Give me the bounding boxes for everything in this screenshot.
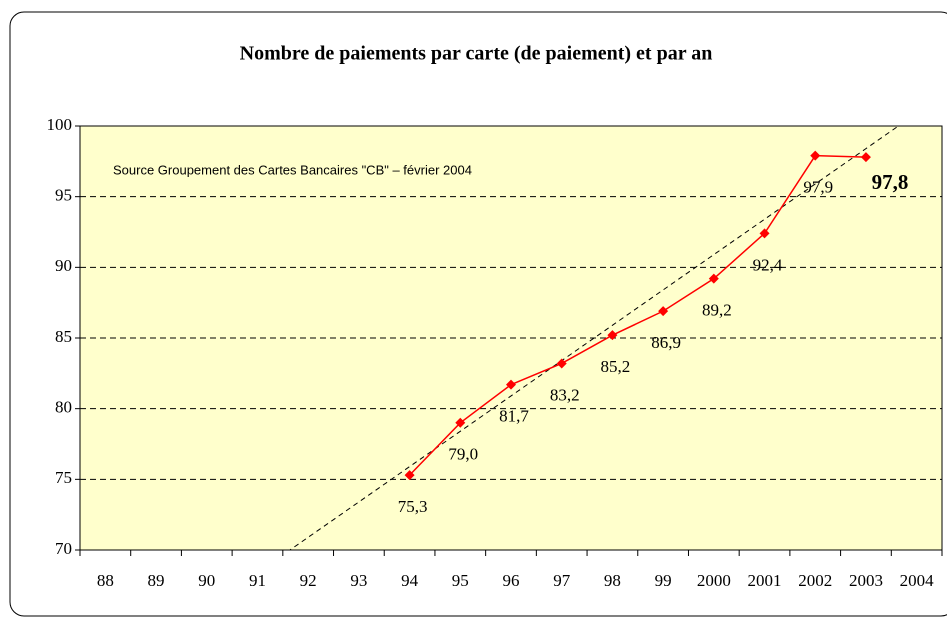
y-tick-label: 80 [55,398,72,417]
chart-title: Nombre de paiements par carte (de paieme… [240,43,713,65]
data-point [810,150,821,161]
x-tick-label: 92 [300,571,317,590]
x-tick-label: 95 [452,571,469,590]
y-tick-label: 95 [55,186,72,205]
data-line [409,154,866,476]
annotation: Source Groupement des Cartes Bancaires "… [113,162,472,177]
x-tick-label: 99 [655,571,672,590]
plot-border [79,125,943,551]
data-label: 97,8 [872,170,909,194]
data-point [658,306,669,317]
data-point [607,330,618,341]
x-tick-label: 2001 [748,571,782,590]
data-point [455,417,466,428]
y-tick-label: 75 [55,468,72,487]
x-tick-label: 2002 [798,571,832,590]
data-label: 85,2 [601,357,631,376]
data-label: 83,2 [550,385,580,404]
data-label: 75,3 [398,497,428,516]
x-tick-label: 93 [350,571,367,590]
x-tick-label: 2003 [849,571,883,590]
y-tick-label: 90 [55,256,72,275]
x-tick-label: 2004 [900,571,935,590]
data-point [556,358,567,369]
data-point [506,379,516,390]
trendline [289,126,900,550]
x-tick-label: 90 [198,571,215,590]
data-label: 97,9 [803,178,833,197]
data-label: 81,7 [499,407,529,426]
x-tick-label: 96 [503,571,520,590]
x-tick-label: 97 [553,571,571,590]
data-point [860,152,871,163]
x-tick-label: 89 [148,571,165,590]
x-tick-label: 94 [401,571,419,590]
x-tick-label: 2000 [697,571,731,590]
data-label: 79,0 [448,445,478,464]
y-tick-label: 100 [47,115,73,134]
plot-clip [289,126,900,550]
data-point [404,470,415,481]
data-label: 89,2 [702,301,732,320]
x-tick-label: 91 [249,571,266,590]
data-label: 92,4 [753,255,783,274]
data-point [759,228,770,239]
y-tick-label: 70 [55,539,72,558]
data-label: 86,9 [651,333,681,352]
data-point [708,273,719,284]
x-tick-label: 98 [604,571,621,590]
x-tick-label: 88 [97,571,114,590]
y-tick-label: 85 [55,327,72,346]
